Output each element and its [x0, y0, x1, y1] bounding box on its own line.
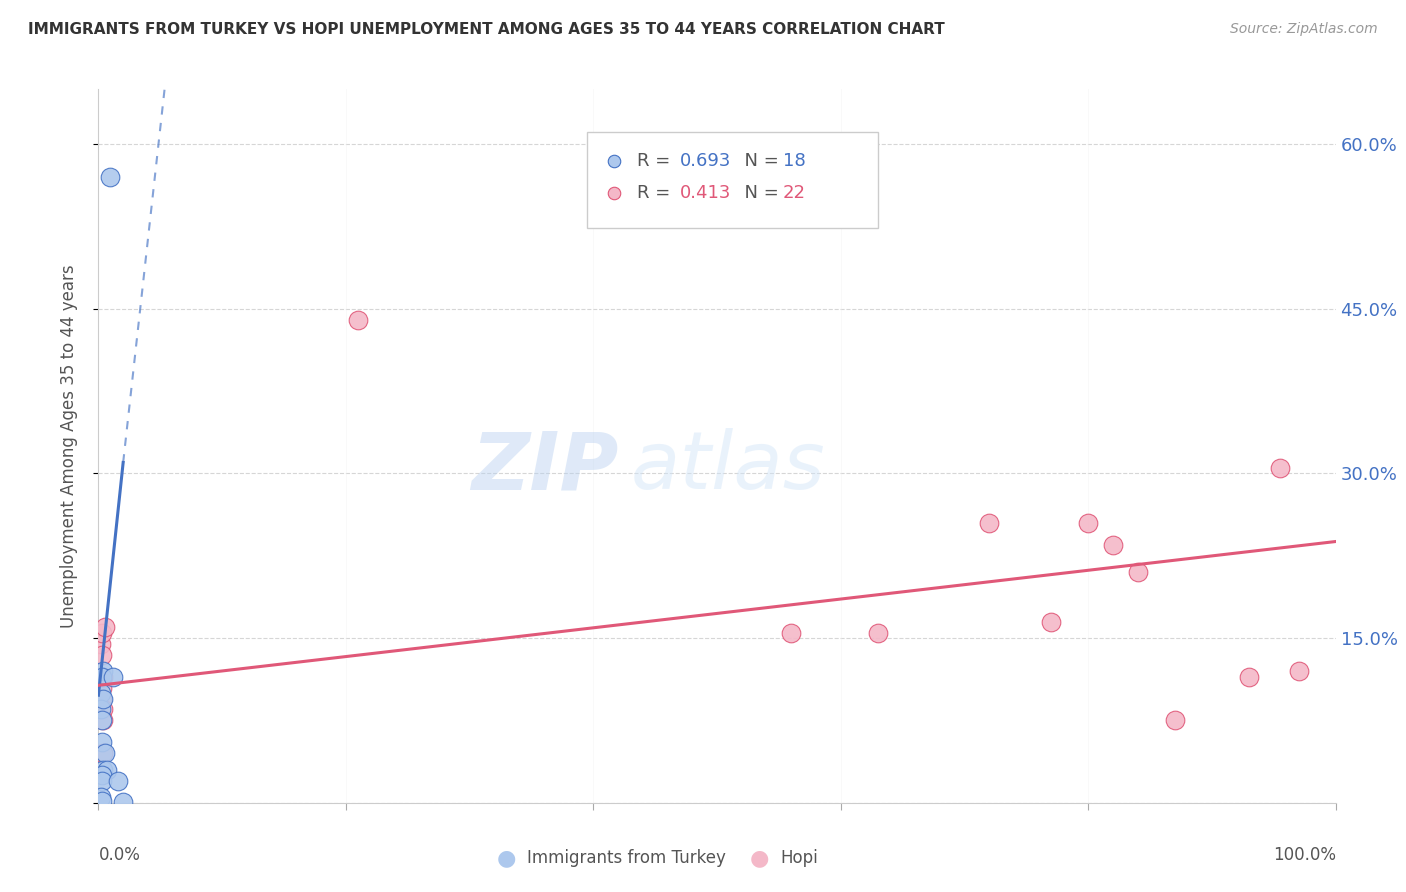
Point	[1102, 538, 1125, 552]
Point	[98, 169, 121, 184]
Point	[112, 795, 135, 809]
FancyBboxPatch shape	[588, 132, 877, 228]
Point	[347, 312, 370, 326]
Point	[91, 691, 114, 706]
Text: Source: ZipAtlas.com: Source: ZipAtlas.com	[1230, 22, 1378, 37]
Text: 100.0%: 100.0%	[1272, 846, 1336, 863]
Point	[91, 648, 114, 662]
Point	[1237, 669, 1260, 683]
Text: IMMIGRANTS FROM TURKEY VS HOPI UNEMPLOYMENT AMONG AGES 35 TO 44 YEARS CORRELATIO: IMMIGRANTS FROM TURKEY VS HOPI UNEMPLOYM…	[28, 22, 945, 37]
Text: 0.0%: 0.0%	[98, 846, 141, 863]
Text: N =: N =	[733, 152, 785, 169]
Text: ZIP: ZIP	[471, 428, 619, 507]
Point	[91, 794, 114, 808]
Point	[91, 669, 114, 683]
Point	[93, 763, 115, 777]
Y-axis label: Unemployment Among Ages 35 to 44 years: Unemployment Among Ages 35 to 44 years	[59, 264, 77, 628]
Point	[93, 691, 115, 706]
Text: 0.413: 0.413	[681, 184, 731, 202]
Point	[1126, 566, 1149, 580]
Point	[107, 773, 129, 788]
Point	[90, 702, 112, 716]
Text: atlas: atlas	[630, 428, 825, 507]
Point	[93, 747, 115, 761]
Text: ●: ●	[749, 848, 769, 868]
Point	[1164, 714, 1187, 728]
Text: ●: ●	[496, 848, 516, 868]
Point	[90, 637, 112, 651]
Text: Hopi: Hopi	[780, 849, 818, 867]
Point	[93, 669, 115, 683]
Point	[780, 625, 803, 640]
Point	[91, 625, 114, 640]
Point	[93, 714, 115, 728]
Point	[91, 773, 114, 788]
Point	[1268, 461, 1291, 475]
Point	[96, 763, 118, 777]
Point	[93, 620, 115, 634]
Point	[91, 768, 114, 782]
Text: 18: 18	[783, 152, 806, 169]
Point	[90, 686, 112, 700]
Point	[866, 625, 889, 640]
Text: 0.693: 0.693	[681, 152, 731, 169]
Point	[91, 735, 114, 749]
Point	[103, 669, 125, 683]
Text: Immigrants from Turkey: Immigrants from Turkey	[527, 849, 725, 867]
Point	[1077, 516, 1099, 530]
Point	[979, 516, 1001, 530]
Text: N =: N =	[733, 184, 785, 202]
Text: 22: 22	[783, 184, 806, 202]
Point	[93, 664, 115, 678]
Point	[91, 714, 114, 728]
Point	[93, 702, 115, 716]
Text: R =: R =	[637, 184, 676, 202]
Point	[1288, 664, 1310, 678]
Text: R =: R =	[637, 152, 676, 169]
Point	[93, 747, 115, 761]
Point	[91, 681, 114, 695]
Point	[1040, 615, 1063, 629]
Point	[90, 790, 112, 805]
